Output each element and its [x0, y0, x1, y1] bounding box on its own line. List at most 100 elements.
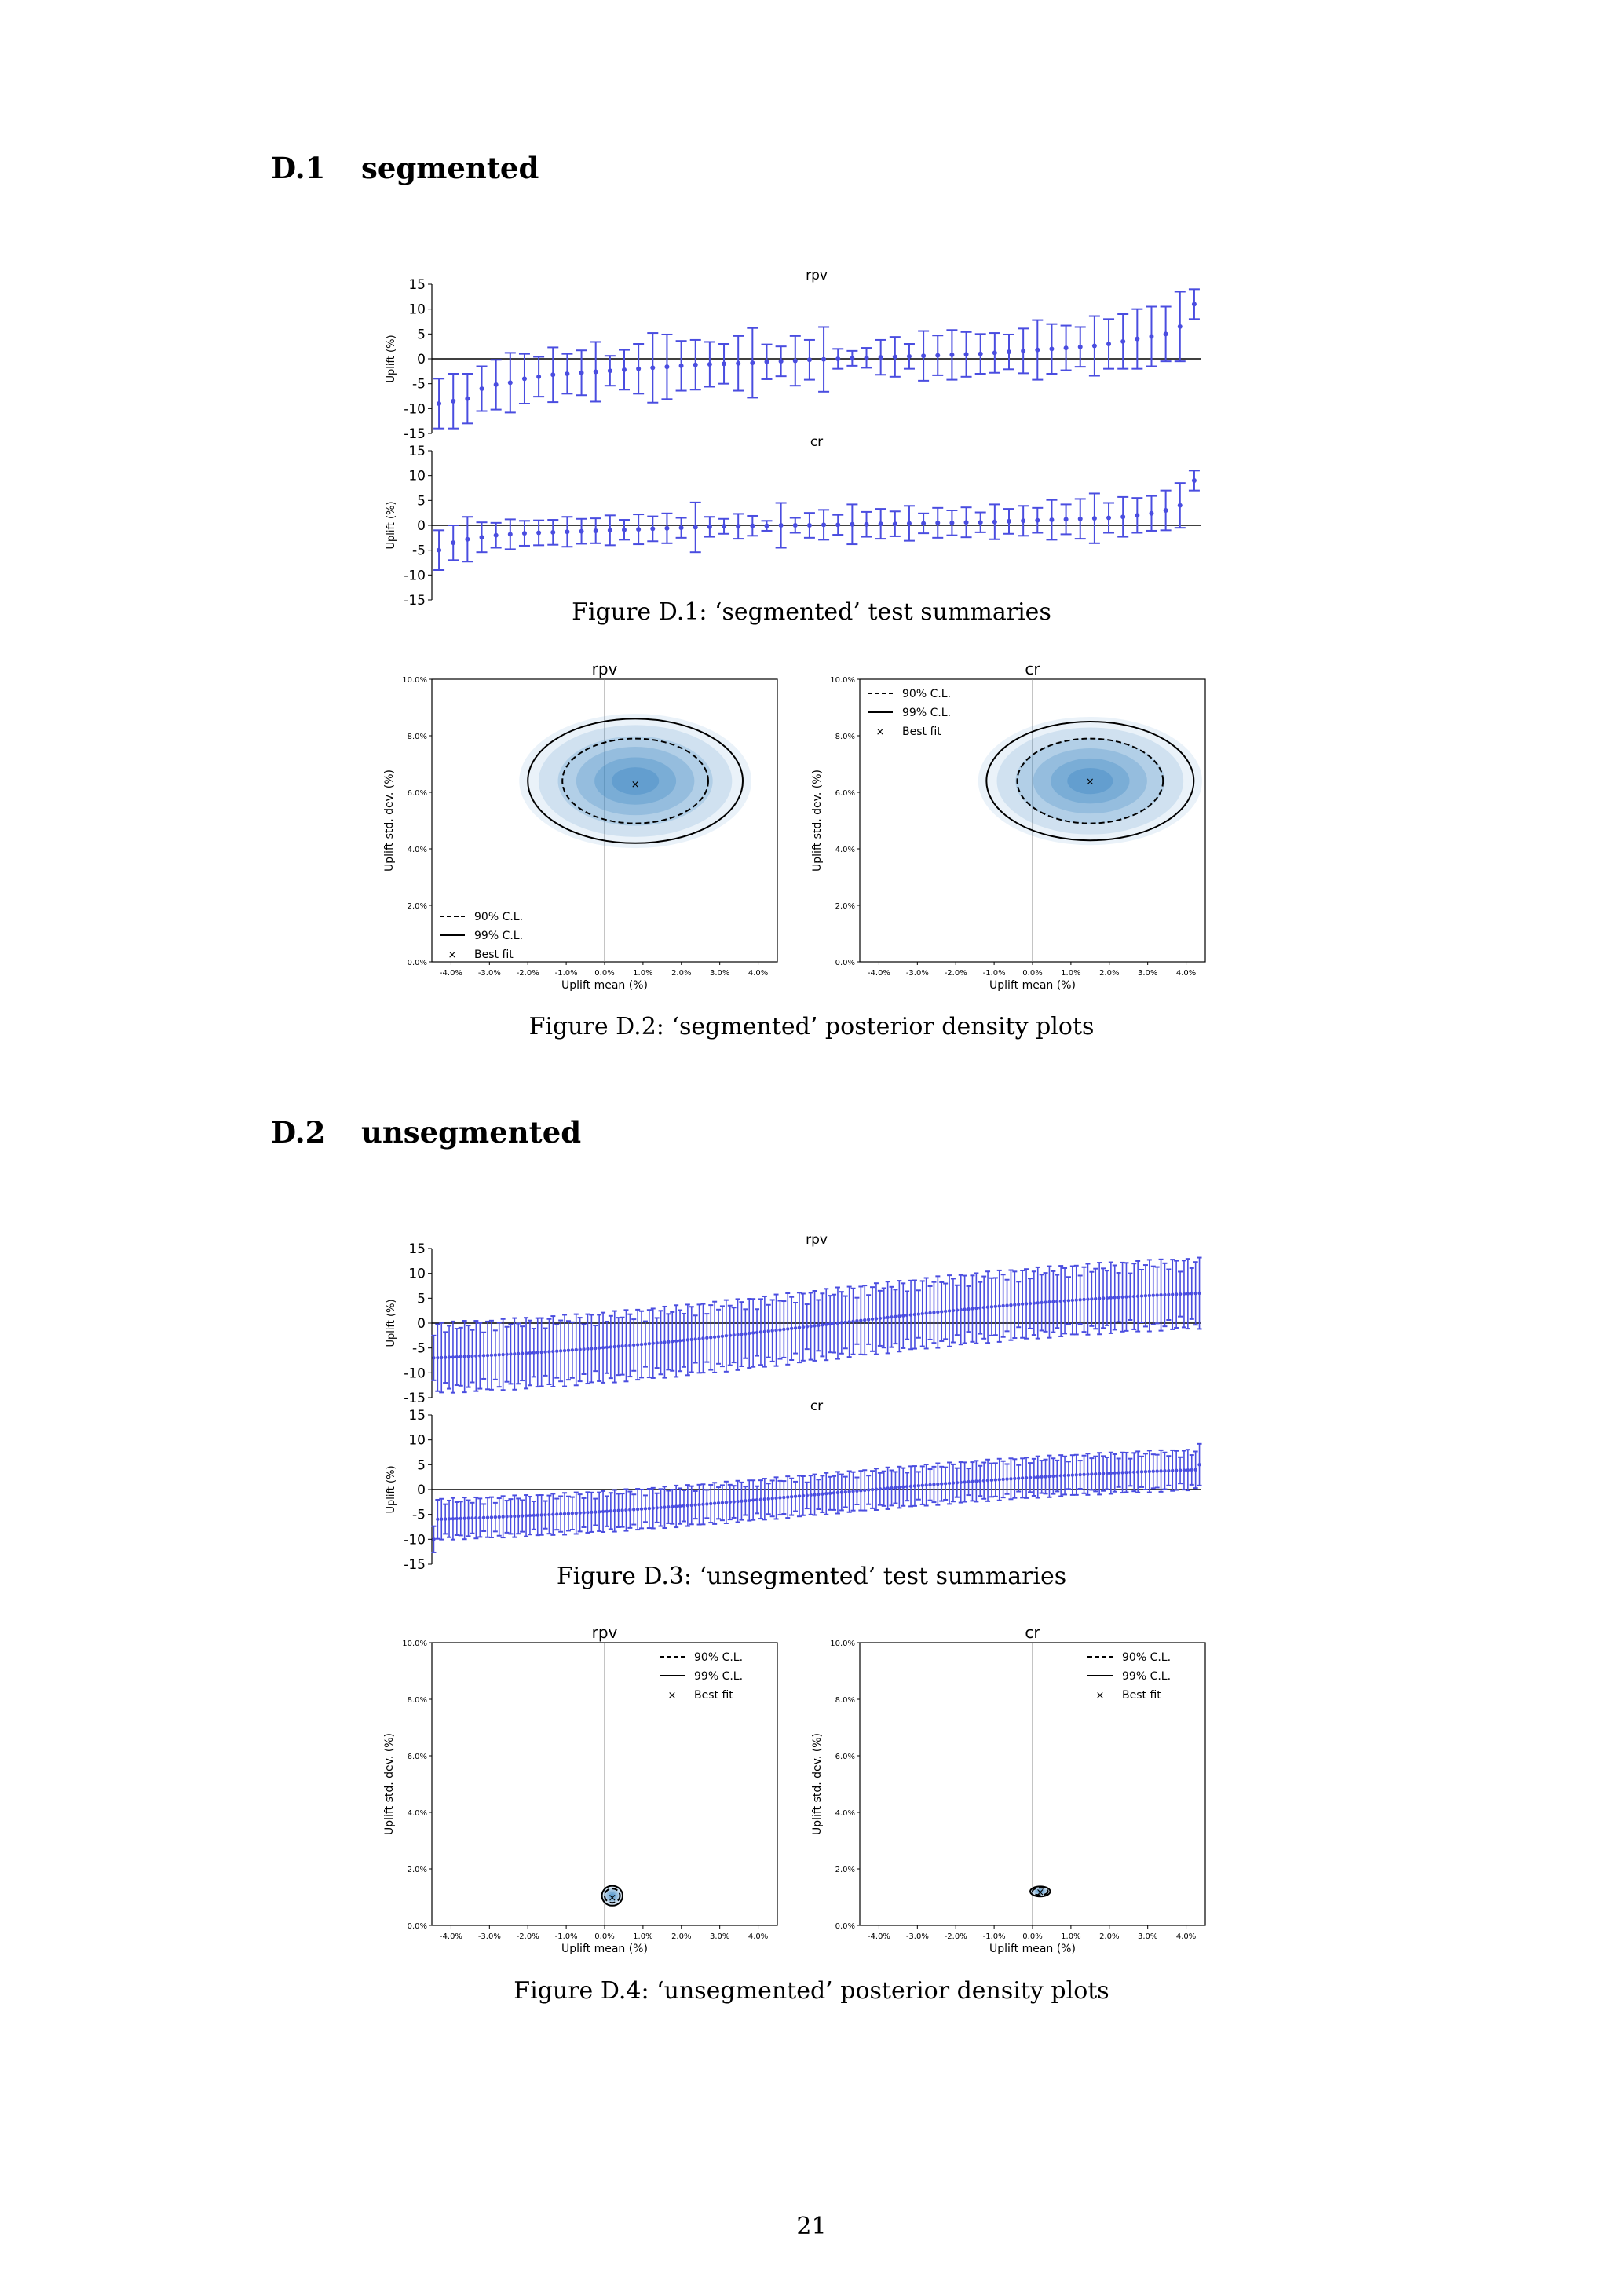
data-point [963, 520, 969, 525]
data-point [459, 1516, 462, 1521]
section-title: segmented [361, 151, 539, 185]
y-tick-label: 0 [417, 1483, 426, 1498]
data-point [437, 547, 442, 553]
data-point [1117, 1295, 1120, 1300]
data-point [466, 1355, 470, 1358]
data-point [497, 1353, 501, 1357]
data-point [916, 1483, 921, 1488]
y-tick-label: -10 [404, 401, 426, 417]
data-point [1135, 336, 1140, 342]
data-point [524, 1514, 528, 1518]
legend-swatch: × [668, 1690, 677, 1702]
data-point [1063, 517, 1069, 522]
data-point [870, 1317, 875, 1322]
legend-label: 90% C.L. [694, 1651, 743, 1664]
y-tick-label: 15 [408, 1408, 426, 1424]
data-point [465, 396, 470, 401]
data-point [855, 1489, 859, 1493]
figure-caption-d3: Figure D.3: ‘unsegmented’ test summaries [556, 1563, 1067, 1590]
data-point [1113, 1471, 1117, 1475]
data-point [636, 527, 642, 532]
data-point [1101, 1472, 1106, 1475]
data-point [701, 1502, 705, 1506]
data-point [1177, 324, 1183, 329]
data-point [963, 1307, 967, 1311]
data-point [1086, 1297, 1090, 1301]
x-tick-label: -2.0% [945, 1932, 967, 1941]
y-tick-label: 10 [408, 1433, 426, 1449]
data-point [1155, 1293, 1159, 1297]
data-point [821, 356, 827, 362]
y-tick-label: 0 [417, 518, 426, 534]
data-point [612, 1344, 616, 1349]
data-point [1101, 1296, 1106, 1300]
data-point [724, 1501, 729, 1504]
y-tick-label: 0.0% [835, 959, 855, 967]
data-point [1159, 1469, 1163, 1473]
data-point [678, 525, 684, 531]
data-point [1066, 1473, 1071, 1478]
data-point [507, 380, 513, 386]
data-point [550, 529, 556, 535]
data-point [886, 1486, 890, 1490]
data-point [955, 1480, 960, 1485]
data-point [1174, 1468, 1179, 1472]
data-point [843, 1490, 847, 1494]
best-fit-marker: × [1086, 777, 1095, 788]
data-point [935, 520, 941, 525]
contour-90 [1032, 1887, 1049, 1896]
data-point [586, 1510, 590, 1515]
section-heading-d1: D.1 segmented [271, 151, 539, 185]
data-point [748, 1331, 751, 1336]
data-point [859, 1318, 863, 1322]
data-point [1017, 1303, 1021, 1307]
data-point [697, 1336, 701, 1341]
data-point [639, 1507, 644, 1511]
data-point [989, 1305, 994, 1309]
data-point [685, 1338, 690, 1342]
data-point [971, 1307, 974, 1311]
data-point [1058, 1299, 1063, 1303]
data-point [678, 1504, 682, 1508]
y-axis-label: Uplift std. dev. (%) [811, 770, 824, 872]
data-point [859, 1489, 863, 1493]
data-point [967, 1479, 971, 1484]
y-tick-label: 15 [408, 1241, 426, 1257]
data-point [1167, 1468, 1171, 1473]
data-point [963, 352, 969, 357]
y-axis-label: Uplift std. dev. (%) [383, 1733, 396, 1835]
data-point [1117, 1471, 1120, 1475]
data-point [993, 1304, 998, 1309]
data-point [524, 1351, 528, 1355]
data-point [1007, 349, 1011, 355]
data-point [1047, 1475, 1051, 1479]
y-tick-label: 5 [417, 1291, 426, 1307]
data-point [985, 1479, 990, 1483]
data-point [916, 1312, 921, 1316]
y-axis-label: Uplift (%) [386, 1299, 397, 1347]
data-point [1049, 517, 1055, 523]
section-heading-d2: D.2 unsegmented [271, 1115, 581, 1150]
data-point [1066, 1299, 1071, 1303]
data-point [905, 1313, 909, 1318]
y-tick-label: -15 [404, 1557, 426, 1573]
data-point [864, 521, 869, 527]
x-tick-label: 1.0% [633, 1932, 652, 1941]
data-point [924, 1483, 928, 1487]
data-point [920, 1311, 924, 1316]
data-point [720, 1501, 725, 1504]
section-number: D.1 [271, 151, 326, 185]
data-point [882, 1316, 886, 1320]
x-axis-label: Uplift mean (%) [561, 1943, 648, 1955]
data-point [920, 1483, 924, 1487]
data-point [901, 1314, 905, 1318]
x-tick-label: -4.0% [868, 1932, 890, 1941]
legend-swatch: × [448, 949, 457, 961]
data-point [878, 521, 883, 527]
data-point [778, 359, 784, 364]
data-point [1147, 1293, 1152, 1298]
density-cloud [609, 1893, 615, 1898]
data-point [882, 1486, 886, 1490]
data-point [586, 1347, 590, 1351]
data-point [620, 1508, 624, 1512]
